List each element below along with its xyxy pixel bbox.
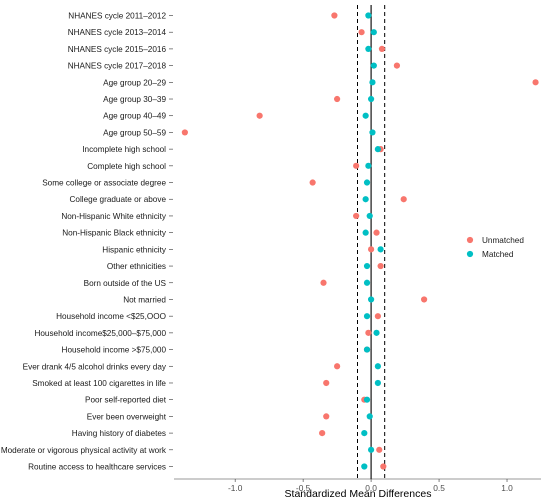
y-tick-label: Poor self-reported diet [85, 396, 167, 405]
matched-point [366, 413, 373, 420]
unmatched-point [353, 212, 360, 220]
y-tick-label: NHANES cycle 2013–2014 [68, 28, 167, 37]
y-tick-label: Age group 50–59 [103, 128, 166, 137]
matched-point [374, 146, 381, 153]
y-tick-label: College graduate or above [70, 195, 167, 204]
unmatched-point [320, 279, 327, 286]
matched-point [367, 95, 375, 103]
unmatched-point [331, 12, 338, 19]
y-tick-label: Other ethnicities [107, 262, 166, 271]
unmatched-point [323, 413, 330, 420]
y-tick-label: Routine access to healthcare services [28, 463, 166, 472]
matched-point [367, 296, 375, 303]
y-tick-label: Household income <$25,OOO [56, 312, 166, 321]
x-tick-label: -0.5 [296, 483, 311, 493]
matched-point [363, 313, 371, 320]
unmatched-point [256, 112, 263, 119]
matched-point [363, 262, 371, 270]
y-tick-label: Age group 20–29 [103, 78, 166, 87]
unmatched-point [373, 229, 380, 236]
matched-point [365, 45, 372, 53]
y-tick-label: Ever been overweight [87, 412, 167, 421]
y-tick-label: NHANES cycle 2017–2018 [68, 62, 167, 71]
y-tick-label: Incomplete high school [82, 145, 166, 154]
legend-key-matched [466, 250, 474, 258]
x-axis-title: Standardized Mean Differences [285, 488, 432, 500]
unmatched-point [319, 429, 326, 437]
matched-point [367, 446, 375, 453]
matched-point [366, 212, 373, 220]
matched-point [363, 346, 371, 353]
y-tick-label: Complete high school [87, 162, 166, 171]
y-tick-label: Some college or associate degree [42, 179, 166, 188]
matched-point [361, 463, 368, 470]
y-tick-label: Age group 40–49 [103, 112, 166, 121]
unmatched-point [400, 196, 407, 203]
matched-point [369, 129, 376, 136]
data-points [181, 12, 539, 470]
y-tick-label: Smoked at least 100 cigarettes in life [32, 379, 166, 388]
unmatched-point [334, 95, 341, 103]
matched-point [373, 329, 380, 336]
y-tick-label: Moderate or vigorous physical activity a… [1, 446, 167, 455]
y-tick-label: Having history of diabetes [72, 429, 166, 438]
unmatched-point [181, 129, 188, 136]
matched-point [362, 112, 369, 119]
legend-key-unmatched [466, 236, 474, 244]
y-tick-label: Not married [123, 295, 166, 304]
unmatched-point [334, 363, 341, 370]
x-tick-label: 1.0 [501, 483, 513, 493]
y-tick-label: Non-Hispanic White ethnicity [61, 212, 167, 221]
y-tick-label: Born outside of the US [84, 279, 167, 288]
x-tick-label: 0.0 [365, 483, 377, 493]
matched-point [365, 162, 372, 169]
matched-point [377, 246, 384, 253]
y-axis-labels: NHANES cycle 2011–2012 NHANES cycle 2013–… [1, 12, 173, 472]
unmatched-point [358, 29, 365, 36]
unmatched-point [367, 246, 375, 253]
y-tick-label: Age group 30–39 [103, 95, 166, 104]
unmatched-point [377, 262, 384, 270]
unmatched-point [376, 446, 383, 453]
y-tick-label: NHANES cycle 2011–2012 [68, 12, 166, 21]
x-tick-label: -1.0 [228, 483, 243, 493]
unmatched-point [380, 463, 387, 470]
y-tick-label: Non-Hispanic Black ethnicity [62, 229, 167, 238]
legend-label: Matched [482, 250, 514, 259]
matched-point [370, 62, 377, 69]
y-tick-label: NHANES cycle 2015–2016 [68, 45, 167, 54]
matched-point [374, 363, 381, 370]
unmatched-point [393, 62, 401, 69]
y-tick-label: Ever drank 4/5 alcohol drinks every day [23, 362, 167, 371]
matched-point [362, 229, 369, 236]
matched-point [370, 29, 377, 36]
matched-point [365, 12, 372, 19]
unmatched-point [353, 162, 360, 169]
matched-point [369, 79, 376, 86]
matched-point [363, 279, 371, 286]
unmatched-point [309, 179, 316, 186]
unmatched-point [374, 313, 381, 320]
matched-point [361, 429, 368, 437]
unmatched-point [378, 45, 386, 53]
x-tick-label: 0.5 [433, 483, 445, 493]
unmatched-point [323, 379, 330, 387]
unmatched-point [421, 296, 428, 303]
unmatched-point [365, 329, 372, 336]
y-tick-label: Household income >$75,000 [62, 346, 167, 355]
y-tick-label: Hispanic ethnicity [102, 245, 167, 254]
legend-label: Unmatched [482, 236, 524, 245]
matched-point [363, 396, 371, 403]
x-axis-ticks: -1.0 -0.5 0.0 0.5 1.0 [228, 479, 513, 493]
unmatched-point [532, 79, 539, 86]
matched-point [374, 379, 381, 387]
legend: Unmatched Matched [466, 236, 524, 259]
matched-point [363, 179, 371, 186]
matched-point [362, 196, 369, 203]
y-tick-label: Household income$25,000–$75,000 [34, 329, 166, 338]
